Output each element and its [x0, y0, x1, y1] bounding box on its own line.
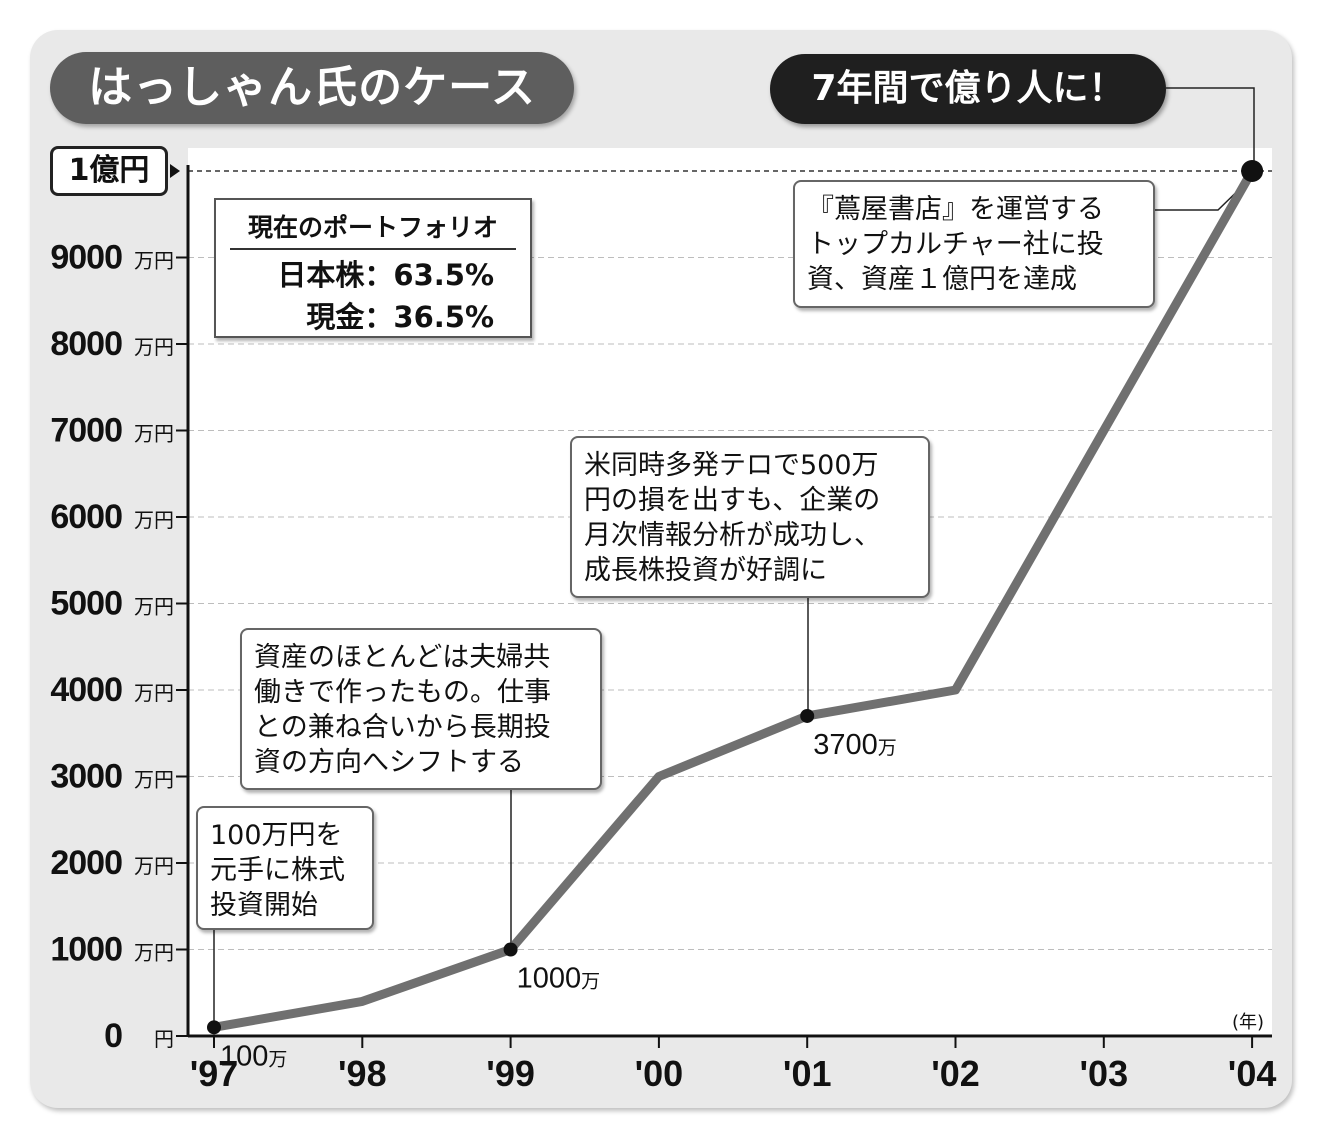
y-tick-unit: 万円: [134, 595, 174, 619]
y-tick-label: 7000: [50, 412, 122, 450]
y-tick-unit: 万円: [134, 768, 174, 792]
x-tick-label: '01: [783, 1053, 832, 1094]
y-tick-unit: 万円: [134, 681, 174, 705]
callout-2001: 米同時多発テロで500万 円の損を出すも、企業の 月次情報分析が成功し、 成長株…: [570, 436, 930, 598]
data-label: 1000万: [517, 963, 601, 995]
chart-title: はっしゃん氏のケース: [50, 52, 574, 124]
x-tick-label: '04: [1228, 1053, 1277, 1094]
y-tick-unit: 万円: [134, 249, 174, 273]
data-label: 100万: [220, 1040, 287, 1072]
data-point: [503, 942, 518, 957]
y-tick-label: 9000: [50, 239, 122, 277]
y-tick-label: 6000: [50, 498, 122, 536]
callout-2004: 『蔦屋書店』を運営する トップカルチャー社に投 資、資産１億円を達成: [793, 180, 1155, 308]
y-tick-label: 8000: [50, 325, 122, 363]
x-tick-label: '00: [635, 1053, 684, 1094]
callout-1999: 資産のほとんどは夫婦共 働きで作ったもの。仕事 との兼ね合いから長期投 資の方向…: [240, 628, 602, 790]
data-point: [1241, 160, 1264, 182]
portfolio-row-stocks: 日本株：63.5%: [277, 258, 494, 292]
y-tick-label: 3000: [50, 758, 122, 796]
portfolio-row-cash: 現金：36.5%: [306, 300, 494, 334]
y-tick-unit: 万円: [134, 941, 174, 965]
reference-pointer: [170, 164, 180, 178]
y-tick-label: 4000: [50, 671, 122, 709]
x-axis-unit: (年): [1232, 1012, 1265, 1033]
y-tick-unit: 円: [154, 1027, 174, 1051]
data-point: [207, 1020, 221, 1035]
x-tick-label: '98: [338, 1053, 387, 1094]
y-tick-unit: 万円: [134, 854, 174, 878]
callout-start: 100万円を 元手に株式 投資開始: [196, 806, 374, 930]
data-point: [800, 708, 815, 723]
y-tick-label: 0: [104, 1017, 122, 1055]
x-tick-label: '97: [190, 1053, 239, 1094]
callout-leader: [1166, 87, 1255, 166]
y-tick-label: 1000: [50, 931, 122, 969]
y-tick-unit: 万円: [134, 335, 174, 359]
x-tick-label: '99: [486, 1053, 535, 1094]
asset-series-line: [209, 166, 1257, 1032]
x-tick-label: '03: [1079, 1053, 1128, 1094]
y-tick-label: 2000: [50, 844, 122, 882]
headline-badge: 7年間で億り人に！: [770, 54, 1166, 124]
portfolio-title: 現在のポートフォリオ: [230, 208, 516, 250]
unit-badge: 1億円: [50, 146, 168, 196]
y-tick-unit: 万円: [134, 508, 174, 532]
portfolio-box: 現在のポートフォリオ 日本株：63.5% 現金：36.5%: [214, 198, 532, 338]
y-tick-label: 5000: [50, 585, 122, 623]
data-label: 3700万: [813, 729, 897, 761]
x-tick-label: '02: [931, 1053, 980, 1094]
y-tick-unit: 万円: [134, 422, 174, 446]
